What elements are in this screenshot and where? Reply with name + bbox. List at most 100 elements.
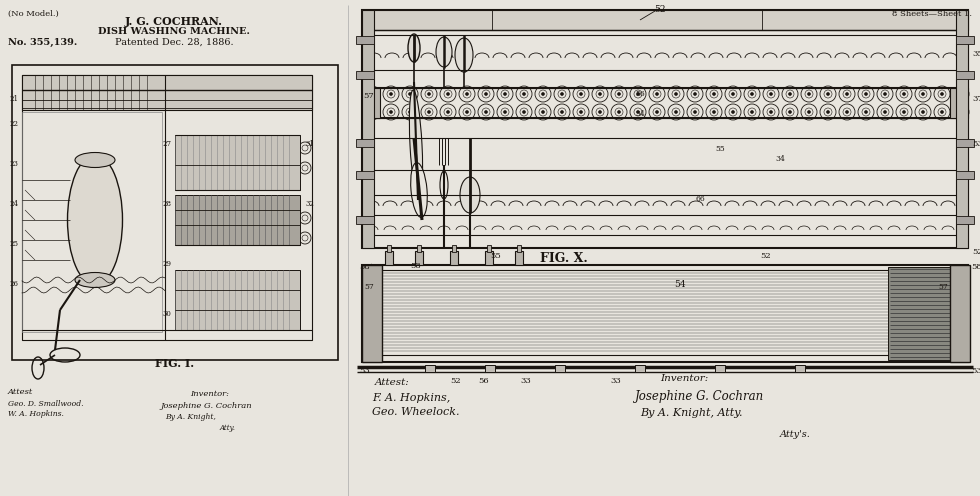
Circle shape [884,111,887,114]
Circle shape [769,92,772,96]
Bar [425,365,435,372]
Text: Inventor:: Inventor: [190,390,229,398]
Circle shape [941,111,944,114]
Ellipse shape [440,171,448,199]
Ellipse shape [436,37,452,67]
Circle shape [389,92,393,96]
Bar [12,65,338,360]
Circle shape [731,92,734,96]
Bar [517,245,521,252]
Circle shape [826,92,829,96]
Bar [956,216,974,224]
Circle shape [808,92,810,96]
Circle shape [579,111,582,114]
Circle shape [484,92,487,96]
Circle shape [789,111,792,114]
Bar [485,365,495,372]
Circle shape [694,111,697,114]
Circle shape [389,111,393,114]
Bar [487,245,491,252]
Circle shape [370,111,373,114]
Circle shape [599,92,602,96]
Bar [956,139,974,147]
Ellipse shape [411,163,427,217]
Circle shape [846,111,849,114]
Bar [22,75,312,340]
Bar [515,251,523,265]
Circle shape [921,111,924,114]
Circle shape [542,111,545,114]
Text: 33: 33 [520,377,531,385]
Bar [356,216,374,224]
Text: 27: 27 [163,140,172,148]
Circle shape [522,111,525,114]
Circle shape [959,111,962,114]
Circle shape [903,111,906,114]
Ellipse shape [460,177,480,213]
Text: 24: 24 [10,200,19,208]
Circle shape [769,111,772,114]
Circle shape [561,111,564,114]
Text: Atty.: Atty. [220,424,236,432]
Text: 34: 34 [775,155,785,163]
Bar [950,88,968,118]
Bar [450,251,458,265]
Circle shape [921,92,924,96]
Bar [385,251,393,265]
Circle shape [712,92,715,96]
Text: 32: 32 [306,200,315,208]
Circle shape [447,92,450,96]
Text: W. A. Hopkins.: W. A. Hopkins. [8,410,64,418]
Bar [417,245,421,252]
Circle shape [864,92,867,96]
Ellipse shape [68,155,122,285]
Circle shape [466,111,468,114]
Circle shape [751,92,754,96]
Circle shape [884,92,887,96]
Text: 29: 29 [163,260,172,268]
Circle shape [712,111,715,114]
Ellipse shape [408,34,420,62]
Circle shape [617,111,620,114]
Circle shape [504,92,507,96]
Circle shape [941,92,944,96]
Bar [715,365,725,372]
Text: Patented Dec. 28, 1886.: Patented Dec. 28, 1886. [115,38,233,47]
Ellipse shape [410,90,422,200]
Circle shape [522,92,525,96]
Ellipse shape [32,357,44,379]
Text: 26: 26 [10,280,19,288]
Circle shape [808,111,810,114]
Bar [485,251,493,265]
Text: By A. Knight, Atty.: By A. Knight, Atty. [640,408,743,418]
Circle shape [959,92,962,96]
Bar [635,365,645,372]
Circle shape [846,92,849,96]
Circle shape [674,111,677,114]
Text: Inventor:: Inventor: [660,374,709,383]
Text: Josephine G. Cochran: Josephine G. Cochran [635,390,764,403]
Text: 55: 55 [715,145,725,153]
Circle shape [561,92,564,96]
Circle shape [484,111,487,114]
Circle shape [617,92,620,96]
Text: 58: 58 [971,263,980,271]
Text: DISH WASHING MACHINE.: DISH WASHING MACHINE. [98,27,250,36]
Text: 37: 37 [972,95,980,103]
Circle shape [674,92,677,96]
Bar [362,10,374,248]
Circle shape [427,92,430,96]
Text: 8 Sheets—Sheet 1.: 8 Sheets—Sheet 1. [892,10,972,18]
Bar [356,171,374,179]
Bar [362,265,382,362]
Bar [22,112,162,332]
Bar [956,71,974,79]
Bar [356,36,374,44]
Bar [356,139,374,147]
Text: 57: 57 [938,283,948,291]
Circle shape [466,92,468,96]
Circle shape [504,111,507,114]
Bar [950,265,970,362]
Text: By A. Knight,: By A. Knight, [165,413,216,421]
Circle shape [636,111,640,114]
